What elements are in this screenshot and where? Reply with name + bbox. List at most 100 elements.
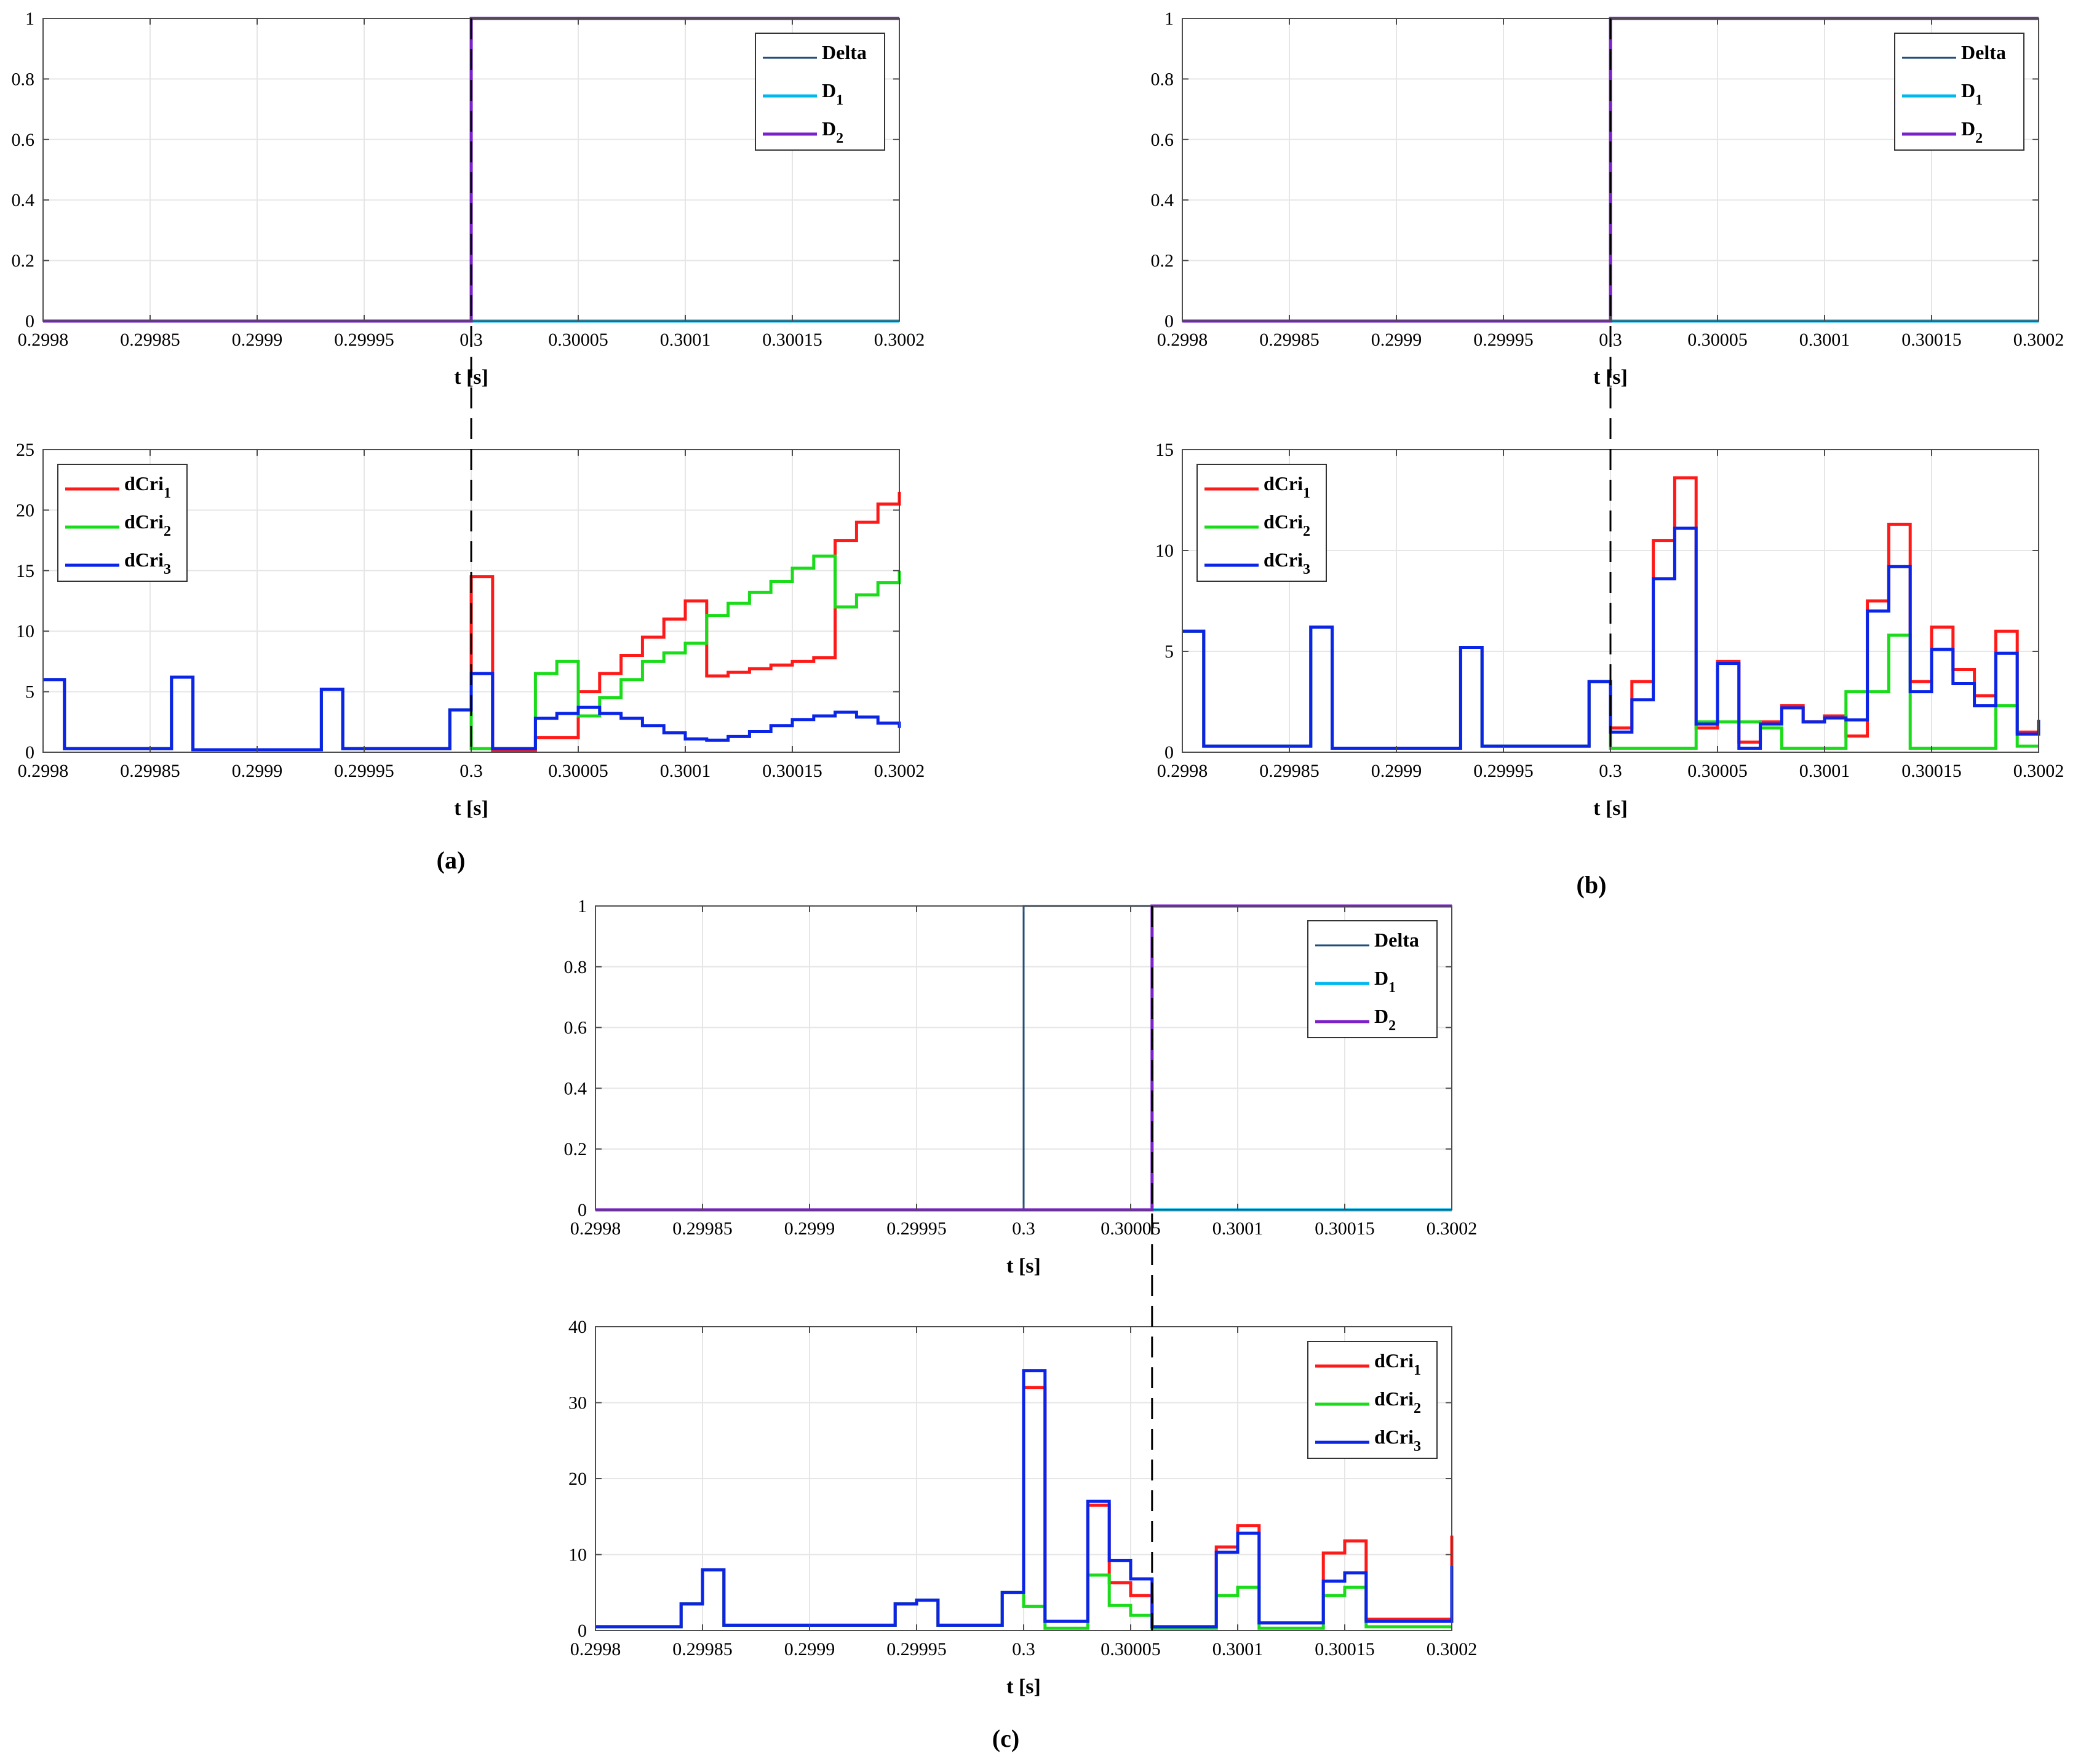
- legend-label-dCri3: dCri3: [1374, 1426, 1421, 1455]
- legend-box: [1894, 33, 2024, 151]
- x-tick-label: 0.3002: [874, 761, 925, 781]
- legend-label-subscript: 2: [1975, 130, 1983, 146]
- x-tick-label: 0.3: [1599, 761, 1622, 781]
- x-tick-label: 0.3: [460, 761, 483, 781]
- legend-label-base: dCri: [124, 511, 164, 533]
- legend-label-subscript: 1: [1388, 980, 1396, 996]
- legend-box: [57, 464, 188, 582]
- legend-label-dCri3: dCri3: [124, 549, 171, 578]
- x-tick-label: 0.2998: [1157, 330, 1208, 350]
- legend-label-base: dCri: [1374, 1426, 1414, 1448]
- y-tick-label: 0.2: [1151, 251, 1174, 271]
- x-axis-label: t [s]: [1006, 1675, 1041, 1698]
- legend-label-base: dCri: [1264, 472, 1303, 495]
- legend-label-D1: D1: [822, 79, 843, 108]
- y-tick-label: 1: [1164, 9, 1174, 29]
- x-tick-label: 0.2999: [1371, 761, 1422, 781]
- x-tick-label: 0.30015: [1901, 761, 1962, 781]
- x-tick-label: 0.3001: [660, 330, 711, 350]
- legend-label-base: dCri: [1264, 549, 1303, 571]
- legend-label-Delta: Delta: [1961, 41, 2006, 63]
- legend-label-subscript: 1: [1975, 92, 1983, 108]
- x-tick-label: 0.29995: [1473, 761, 1534, 781]
- x-tick-label: 0.2998: [18, 330, 69, 350]
- x-tick-label: 0.29985: [1259, 330, 1320, 350]
- x-tick-label: 0.30005: [1687, 330, 1748, 350]
- legend-label-dCri1: dCri1: [1374, 1349, 1421, 1378]
- x-tick-label: 0.29985: [672, 1218, 733, 1239]
- y-tick-label: 25: [16, 440, 34, 460]
- y-tick-label: 10: [16, 621, 34, 642]
- y-tick-label: 15: [1155, 440, 1174, 460]
- x-axis-label: t [s]: [1006, 1255, 1041, 1277]
- legend-label-base: dCri: [124, 472, 164, 495]
- x-tick-label: 0.2999: [1371, 330, 1422, 350]
- y-tick-label: 0.2: [12, 251, 35, 271]
- x-tick-label: 0.3002: [1427, 1218, 1478, 1239]
- legend-label-dCri1: dCri1: [1264, 472, 1310, 501]
- y-tick-label: 0.6: [1151, 130, 1174, 150]
- x-axis-label: t [s]: [1593, 797, 1628, 820]
- panel-label-b: (b): [1577, 871, 1607, 899]
- legend-label-base: D: [822, 79, 836, 101]
- legend-label-D2: D2: [822, 117, 843, 146]
- legend-label-dCri1: dCri1: [124, 472, 171, 501]
- legend-label-base: dCri: [1374, 1388, 1414, 1410]
- legend-label-base: D: [1961, 79, 1975, 101]
- chart-c-top: 0.2998 0.29985 0.2999 0.29995 0.3 0.30005 0.30…: [564, 896, 1478, 1277]
- x-tick-label: 0.29995: [886, 1639, 947, 1659]
- x-tick-label: 0.3001: [1799, 330, 1850, 350]
- x-tick-label: 0.3002: [2013, 761, 2064, 781]
- x-tick-label: 0.3002: [1427, 1639, 1478, 1659]
- legend-label-dCri2: dCri2: [1374, 1388, 1421, 1416]
- y-tick-label: 15: [16, 561, 34, 581]
- x-tick-label: 0.2998: [18, 761, 69, 781]
- legend-label-Delta: Delta: [822, 41, 867, 63]
- chart-c-bottom: 0.2998 0.29985 0.2999 0.29995 0.3 0.30005 0.30…: [568, 1317, 1477, 1698]
- legend-label-dCri2: dCri2: [124, 511, 171, 539]
- x-tick-label: 0.29995: [334, 330, 394, 350]
- legend-label-base: Delta: [822, 41, 867, 63]
- chart-a-top: 0.2998 0.29985 0.2999 0.29995 0.3 0.30005 0.30…: [12, 9, 925, 389]
- legend-label-base: dCri: [1374, 1349, 1414, 1372]
- x-tick-label: 0.3: [1012, 1218, 1035, 1239]
- legend-box: [1307, 920, 1438, 1038]
- series-group: [1182, 476, 2040, 750]
- y-tick-label: 0: [1164, 311, 1174, 332]
- x-tick-label: 0.30015: [762, 761, 822, 781]
- y-tick-label: 0.8: [1151, 69, 1174, 89]
- y-tick-label: 0.4: [1151, 190, 1174, 210]
- legend-box: [1196, 464, 1327, 582]
- y-tick-label: 20: [16, 500, 34, 520]
- y-tick-label: 0.8: [12, 69, 35, 89]
- legend-label-subscript: 3: [1303, 562, 1310, 578]
- x-tick-label: 0.3001: [1799, 761, 1850, 781]
- y-tick-label: 10: [1155, 541, 1174, 561]
- legend-label-dCri2: dCri2: [1264, 511, 1310, 539]
- panel-label-a: (a): [437, 846, 466, 874]
- x-tick-label: 0.29985: [1259, 761, 1320, 781]
- legend-box: [755, 33, 885, 151]
- legend-label-base: D: [1374, 1005, 1388, 1027]
- y-tick-label: 5: [1164, 642, 1174, 662]
- legend-label-subscript: 1: [1414, 1362, 1421, 1378]
- series-group: [43, 491, 901, 753]
- legend-label-Delta: Delta: [1374, 929, 1419, 951]
- y-tick-label: 0.4: [12, 190, 35, 210]
- legend-label-subscript: 2: [1303, 523, 1310, 539]
- legend-label-base: Delta: [1374, 929, 1419, 951]
- x-tick-label: 0.2999: [232, 761, 283, 781]
- x-tick-label: 0.2998: [1157, 761, 1208, 781]
- series-line-dCri3: [43, 672, 901, 752]
- legend-label-subscript: 2: [164, 523, 171, 539]
- x-tick-label: 0.30005: [1687, 761, 1748, 781]
- legend-label-base: dCri: [124, 549, 164, 571]
- x-tick-label: 0.2998: [570, 1218, 621, 1239]
- chart-b-top: 0.2998 0.29985 0.2999 0.29995 0.3 0.30005 0.30…: [1151, 9, 2064, 389]
